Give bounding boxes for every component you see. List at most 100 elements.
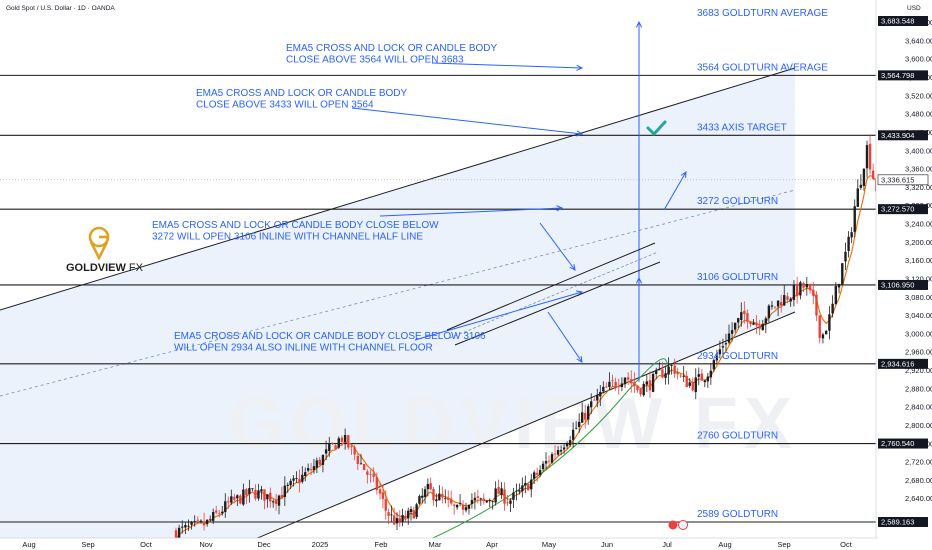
annotation-line: WILL OPEN 2934 ALSO INLINE WITH CHANNEL …: [174, 343, 433, 354]
level-name-label: 3272 GOLDTURN: [697, 196, 778, 207]
candle-body: [404, 516, 407, 520]
candle-body: [375, 477, 379, 490]
candle-body: [497, 487, 500, 494]
candle-body: [321, 454, 325, 465]
candle-body: [257, 490, 260, 499]
candle-body: [401, 515, 404, 523]
candle-body: [553, 453, 557, 455]
watermark-text: GOLDVIEW FX: [228, 384, 798, 464]
candle-body: [676, 372, 679, 375]
price-tick-label: 3,480.000: [905, 110, 932, 119]
time-tick-label: 2025: [312, 540, 329, 549]
candle-body: [544, 461, 548, 464]
candle-body: [274, 500, 278, 505]
candle-body: [608, 381, 611, 388]
candle-body: [280, 494, 284, 499]
subchannel-upper: [446, 242, 656, 331]
candle-body: [464, 507, 468, 511]
candle-body: [688, 382, 691, 386]
candle-body: [199, 520, 203, 522]
candle-body: [304, 472, 307, 477]
candle-body: [292, 478, 295, 481]
ema5-line: [175, 168, 932, 539]
current-price-tag: [877, 174, 929, 186]
candle-body: [789, 298, 792, 302]
annotation-note-3106: EMA5 CROSS AND LOCK OR CANDLE BODY CLOSE…: [152, 220, 439, 243]
candle-body: [841, 263, 844, 286]
candle-body: [318, 459, 321, 465]
candle-body: [315, 460, 319, 468]
annotation-line: EMA5 CROSS AND LOCK OR CANDLE BODY CLOSE…: [152, 220, 439, 231]
candle-body: [697, 374, 700, 377]
candle-body: [470, 500, 474, 504]
candle-body: [215, 510, 218, 513]
candle-body: [488, 500, 491, 502]
arrow-up-target-head: [635, 20, 643, 28]
candle-body: [761, 323, 764, 331]
candle-body: [859, 184, 863, 188]
candle-body: [409, 509, 413, 513]
candle-body: [642, 383, 645, 396]
arrow-down-2934-head: [576, 355, 583, 363]
candle-body: [752, 322, 755, 325]
candle-body: [831, 303, 834, 314]
candle-body: [521, 485, 524, 492]
candle-body: [773, 306, 777, 308]
candle-body: [398, 518, 401, 522]
candle-body: [435, 499, 438, 502]
candle-body: [853, 206, 856, 232]
candle-body: [746, 313, 749, 322]
candle-body: [670, 364, 673, 366]
price-tick-label: 3,240.000: [905, 220, 932, 229]
candle-body: [776, 300, 780, 307]
time-axis-layer: Aug Sep Oct Nov Dec 2025 Feb Mar Apr May Jun Jul Aug…: [0, 537, 932, 550]
candle-body: [812, 289, 815, 296]
candle-body: [530, 479, 533, 490]
channel-half-line: [0, 189, 796, 397]
candle-body: [727, 333, 731, 343]
watermark-layer: GOLDVIEW FX: [228, 384, 798, 464]
candle-body: [245, 489, 248, 496]
candle-body: [868, 143, 872, 170]
candle-body: [392, 515, 396, 525]
candle-body: [527, 483, 530, 491]
candle-body: [661, 369, 664, 378]
candle-body: [808, 283, 812, 291]
candle-body: [559, 449, 563, 452]
candle-body: [432, 488, 435, 501]
price-tick-label: 2,920.000: [905, 366, 932, 375]
candle-body: [541, 463, 545, 470]
candle-body: [340, 437, 344, 442]
level-price-tag-label: 3,564.798: [881, 71, 914, 80]
candle-body: [792, 285, 796, 300]
candle-body: [850, 232, 853, 238]
candle-body: [426, 484, 430, 490]
candle-body: [298, 478, 301, 484]
candle-body: [709, 370, 713, 378]
candle-body: [679, 375, 682, 377]
candle-body: [837, 283, 841, 288]
price-tick-label: 2,640.000: [905, 494, 932, 503]
level-lines-layer: [0, 74, 876, 550]
price-axis-layer: 2,640.0002,680.0002,720.0002,760.0002,80…: [875, 0, 932, 550]
candle-body: [458, 503, 462, 504]
price-tick-label: 3,400.000: [905, 146, 932, 155]
candle-body: [673, 365, 676, 374]
candle-body: [381, 492, 385, 500]
candle-body: [865, 145, 869, 169]
candle-body: [312, 466, 316, 471]
candle-body: [599, 391, 602, 397]
candle-body: [538, 470, 542, 476]
candle-body: [359, 463, 363, 465]
candle-body: [205, 519, 209, 525]
candle-body: [623, 377, 627, 385]
time-tick-label: Sep: [81, 540, 94, 549]
price-tick-label: 3,640.000: [905, 36, 932, 45]
candle-body: [236, 495, 239, 499]
annotation-line: EMA5 CROSS AND LOCK OR CANDLE BODY CLOSE…: [174, 331, 486, 342]
candle-body: [356, 455, 360, 464]
candle-body: [562, 447, 566, 450]
arrow-3564-head: [576, 130, 584, 137]
candle-body: [193, 521, 196, 522]
